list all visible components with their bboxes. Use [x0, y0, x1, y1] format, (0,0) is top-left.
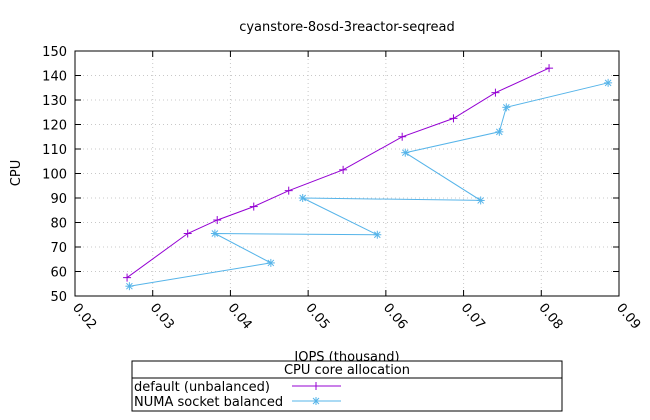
y-tick-label: 50	[50, 290, 67, 305]
y-tick-label: 120	[42, 119, 67, 134]
x-tick-label: 0.02	[69, 301, 99, 333]
x-tick-label: 0.08	[535, 301, 565, 333]
chart-title: cyanstore-8osd-3reactor-seqread	[239, 20, 455, 35]
x-tick-label: 0.09	[613, 301, 643, 333]
data-point	[373, 230, 382, 239]
y-tick-label: 100	[42, 168, 67, 183]
legend-entry-marker	[312, 382, 320, 390]
y-tick-label: 130	[42, 94, 67, 109]
data-point	[401, 148, 410, 157]
x-tick-label: 0.05	[302, 301, 332, 333]
y-tick-label: 60	[50, 266, 67, 281]
data-point	[476, 196, 485, 205]
y-axis: 50 60 70 80 90 100 110 120 130 140 150	[42, 45, 619, 305]
x-axis: 0.02 0.03 0.04 0.05 0.06 0.07 0.08 0.09	[69, 51, 643, 333]
data-point	[210, 229, 219, 238]
y-tick-label: 90	[50, 192, 67, 207]
data-point	[495, 127, 504, 136]
series-line	[126, 67, 550, 279]
legend-entry-label: NUMA socket balanced	[134, 395, 283, 410]
legend-entry-marker	[312, 397, 320, 405]
x-tick-label: 0.07	[458, 301, 488, 333]
data-point	[249, 202, 258, 211]
data-point	[125, 282, 134, 291]
series-1	[123, 64, 554, 282]
series-2	[125, 78, 613, 291]
legend-entry-label: default (unbalanced)	[134, 380, 270, 395]
data-point	[398, 132, 407, 141]
x-tick-label: 0.04	[225, 301, 255, 333]
plot-frame	[74, 50, 620, 297]
data-point	[123, 273, 132, 282]
data-point	[266, 258, 275, 267]
y-tick-label: 70	[50, 241, 67, 256]
x-tick-label: 0.03	[147, 301, 177, 333]
series-line	[129, 82, 609, 287]
data-point	[213, 216, 222, 225]
data-point	[298, 194, 307, 202]
data-point	[545, 64, 554, 73]
data-point	[491, 88, 500, 97]
y-axis-label: CPU	[9, 160, 24, 186]
legend-box	[131, 360, 563, 412]
y-tick-label: 140	[42, 70, 67, 85]
data-point	[339, 165, 348, 174]
data-point	[284, 186, 293, 195]
legend: CPU core allocation default (unbalanced)…	[131, 360, 563, 412]
x-tick-label: 0.06	[380, 301, 410, 333]
data-point	[183, 229, 192, 238]
data-point	[604, 78, 613, 87]
y-tick-label: 110	[42, 143, 67, 158]
series-group	[123, 64, 613, 291]
y-tick-label: 150	[42, 45, 67, 60]
y-tick-label: 80	[50, 217, 67, 232]
legend-title: CPU core allocation	[284, 363, 410, 378]
data-point	[449, 114, 458, 123]
data-point	[502, 103, 511, 112]
legend-entries: default (unbalanced)NUMA socket balanced	[134, 380, 341, 410]
grid-lines	[75, 51, 619, 296]
